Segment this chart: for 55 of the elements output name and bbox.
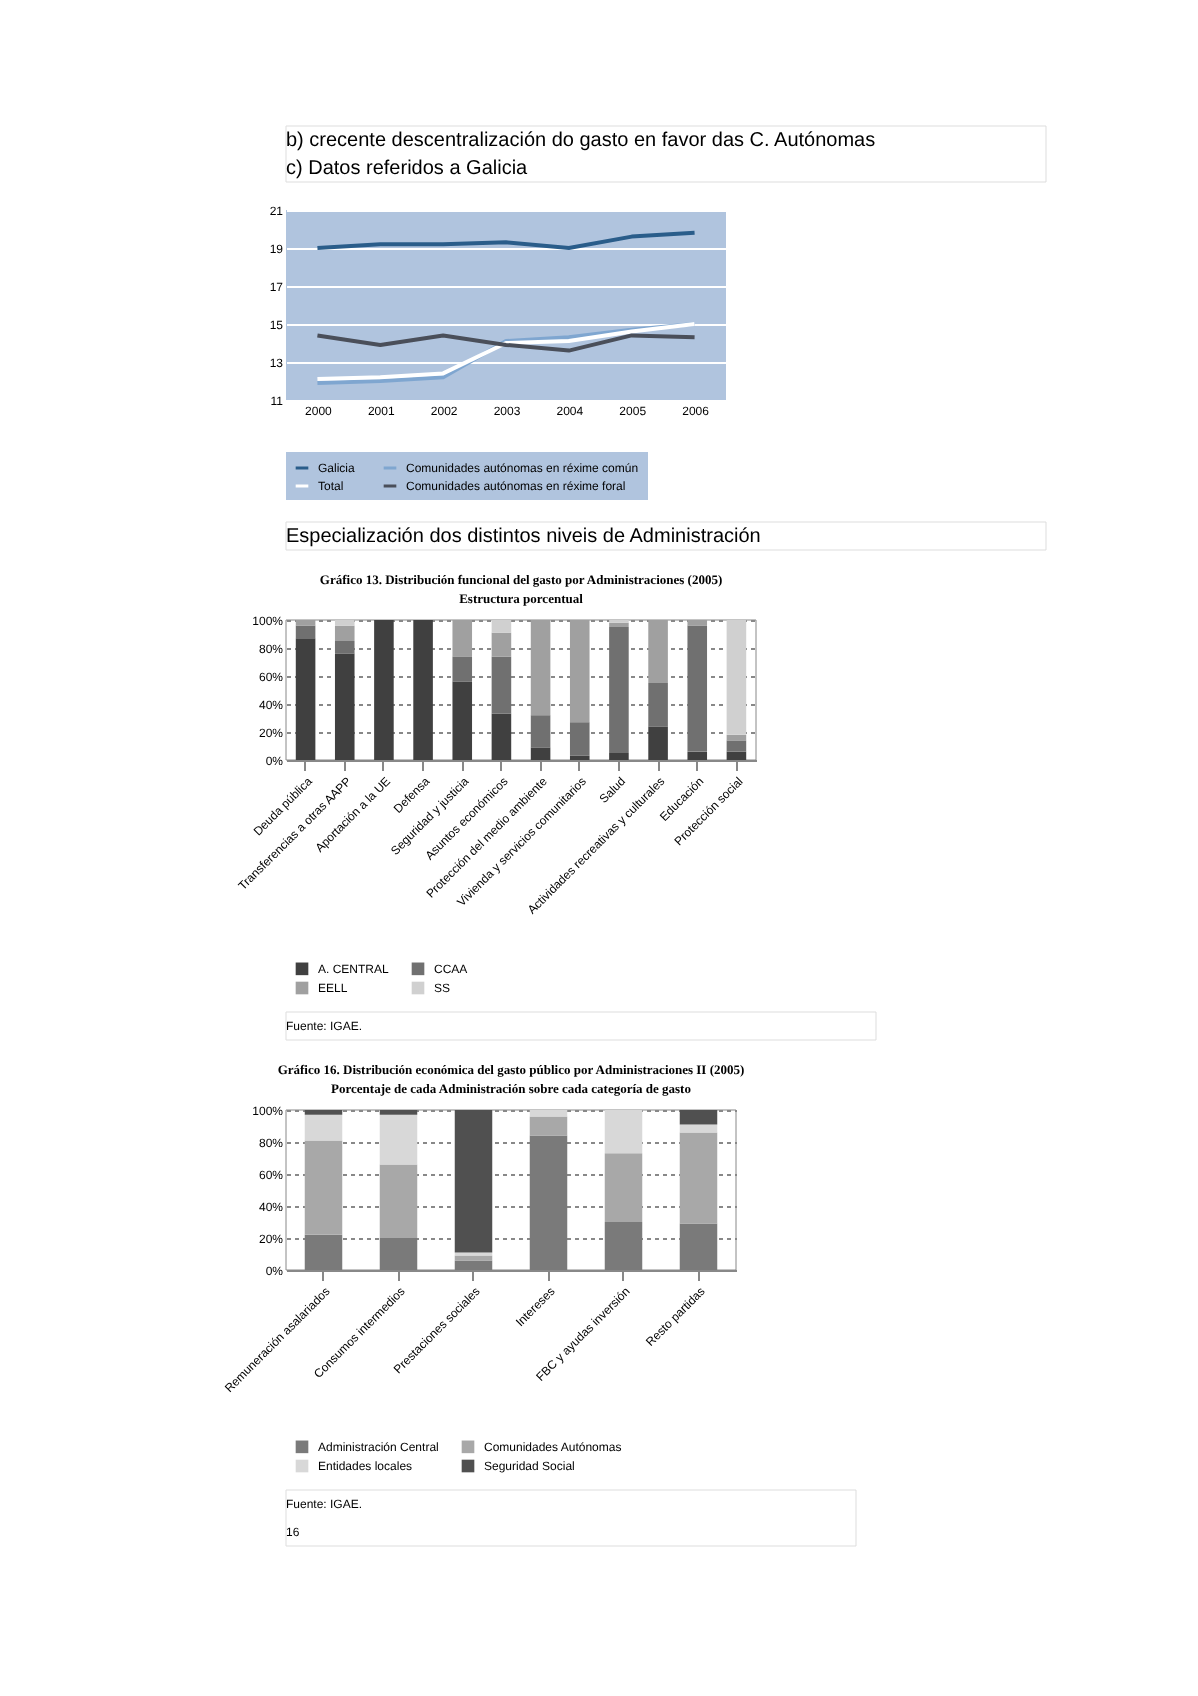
bar [295, 638, 316, 760]
bar [604, 1222, 643, 1270]
bar [679, 1132, 718, 1224]
bar [679, 1223, 718, 1270]
bar [304, 1140, 343, 1235]
bar [491, 632, 512, 657]
bar [304, 1114, 343, 1141]
bar [648, 620, 668, 683]
bar [726, 751, 747, 760]
text: Especialización dos distintos niveis de Administración [286, 526, 761, 548]
bar [452, 681, 473, 760]
bar [529, 1135, 568, 1270]
bar [454, 1110, 493, 1253]
bar [687, 620, 708, 626]
bar [374, 620, 394, 760]
bar [530, 715, 551, 748]
bar [530, 620, 551, 716]
line-series [315, 333, 697, 353]
bar [679, 1124, 718, 1133]
bar [304, 1234, 343, 1270]
bar [379, 1164, 418, 1238]
bar [454, 1260, 493, 1270]
bar [530, 747, 551, 760]
bar [648, 726, 668, 760]
bar [648, 683, 668, 727]
bar [452, 656, 473, 682]
bar [569, 620, 590, 723]
bar [334, 620, 355, 626]
bar [491, 656, 512, 714]
bar [529, 1116, 568, 1136]
bar [726, 740, 747, 752]
bar [604, 1153, 643, 1222]
bar [679, 1110, 718, 1125]
bar [609, 753, 629, 760]
bar [609, 627, 629, 753]
bar [379, 1238, 418, 1270]
text: b) crecente descentralización do gasto en favor das C. Autónomas [286, 130, 876, 152]
bar [687, 751, 708, 760]
bar [379, 1114, 418, 1165]
bar [452, 620, 473, 657]
bar [334, 625, 355, 641]
bar [295, 625, 316, 639]
bar [413, 620, 433, 760]
bar [604, 1110, 643, 1154]
bar [687, 625, 708, 752]
text: c) Datos referidos a Galicia [286, 158, 529, 180]
bar [569, 722, 590, 756]
bar [334, 653, 355, 760]
bar [295, 620, 316, 626]
bar [334, 641, 355, 654]
bar [491, 713, 512, 760]
bar [726, 620, 747, 735]
bar [491, 620, 512, 633]
bar [529, 1110, 568, 1117]
line-series [315, 230, 697, 250]
